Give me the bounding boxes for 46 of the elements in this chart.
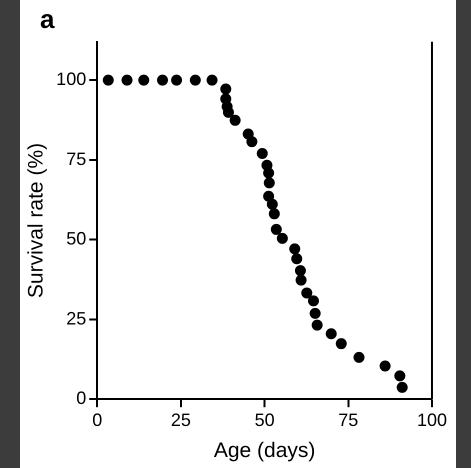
point <box>263 190 274 202</box>
point <box>380 360 391 372</box>
point <box>190 74 201 86</box>
point <box>256 148 268 159</box>
point <box>122 74 133 86</box>
point <box>246 136 258 148</box>
point <box>266 198 278 210</box>
point <box>289 243 300 254</box>
point <box>294 265 306 276</box>
point <box>222 106 234 118</box>
point <box>310 308 321 319</box>
point <box>268 208 280 220</box>
x-axis-title: Age (days) <box>214 439 316 462</box>
point <box>206 74 218 86</box>
y-axis-title: Survival rate (%) <box>24 142 48 298</box>
point <box>296 274 307 286</box>
x-tick-label: 100 <box>416 410 448 430</box>
y-tick-label: 0 <box>76 388 86 408</box>
y-tick-label: 75 <box>66 148 86 169</box>
y-tick-label: 25 <box>66 308 86 328</box>
point <box>354 352 365 363</box>
point <box>301 287 312 298</box>
text: a <box>40 4 54 35</box>
point <box>220 84 232 95</box>
point <box>138 74 150 86</box>
point <box>157 74 168 86</box>
point <box>291 253 302 264</box>
x-tick-label: 50 <box>254 410 275 430</box>
y-tick-label: 100 <box>56 69 86 90</box>
point <box>396 382 408 393</box>
point <box>308 295 319 306</box>
point <box>336 338 347 350</box>
point <box>270 224 282 235</box>
point <box>230 114 241 126</box>
x-tick-label: 0 <box>92 410 102 430</box>
point <box>264 177 275 188</box>
x-tick-label: 25 <box>170 410 191 430</box>
point <box>394 370 406 382</box>
point <box>312 320 323 331</box>
point <box>276 232 288 244</box>
point <box>263 167 274 178</box>
point <box>102 74 114 86</box>
x-tick-label: 75 <box>338 410 358 430</box>
point <box>326 328 337 340</box>
point <box>171 74 182 86</box>
y-tick-label: 50 <box>66 228 86 249</box>
